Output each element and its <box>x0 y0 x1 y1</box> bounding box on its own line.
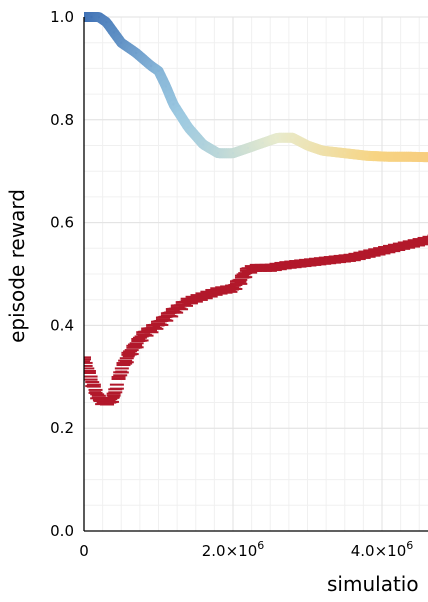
series-layer <box>84 12 428 406</box>
x-tick-label: 0 <box>79 542 89 560</box>
series-1-point <box>291 136 294 139</box>
grid <box>83 16 428 532</box>
series-1-point <box>261 141 264 145</box>
series-1-point <box>97 15 101 19</box>
axes <box>83 17 428 532</box>
x-tick-label: 2.0×106 <box>202 539 265 560</box>
y-tick-label: 0.8 <box>50 111 74 129</box>
x-axis-title: simulatio <box>327 572 419 596</box>
x-tick-label: 4.0×106 <box>351 539 414 560</box>
series-1-point <box>306 144 309 147</box>
series-1-point <box>187 126 190 129</box>
series-1-point <box>172 103 175 106</box>
series-1-point <box>164 85 168 88</box>
series-1-point <box>112 31 116 34</box>
series-1-point <box>343 152 346 155</box>
series-1-point <box>321 149 324 152</box>
series-1-point <box>134 51 138 55</box>
series-1-point <box>216 152 220 155</box>
series-1-point <box>157 69 160 73</box>
y-tick-label: 0.4 <box>50 316 74 334</box>
y-tick-label: 0.6 <box>50 214 74 232</box>
tick-labels: 0.0 0.2 0.4 0.6 0.8 1.0 0 2.0×106 4.0×106 <box>50 8 413 560</box>
series-1-point <box>120 41 123 44</box>
series-1-point <box>202 143 205 146</box>
series-1-point <box>410 155 413 159</box>
y-tick-label: 1.0 <box>50 8 74 26</box>
series-1-point <box>90 15 93 19</box>
y-tick-label: 0.0 <box>50 522 74 540</box>
series-2 <box>84 234 428 406</box>
series-1-point <box>246 146 250 150</box>
series-1-point <box>105 20 108 24</box>
y-axis-title: episode reward <box>5 189 29 343</box>
series-1-point <box>388 155 391 159</box>
series-1 <box>84 12 428 163</box>
series-1-point <box>365 154 369 157</box>
series-1-point <box>149 64 153 68</box>
y-tick-label: 0.2 <box>50 419 74 437</box>
series-1-point <box>276 136 279 139</box>
series-1-point <box>231 152 235 155</box>
